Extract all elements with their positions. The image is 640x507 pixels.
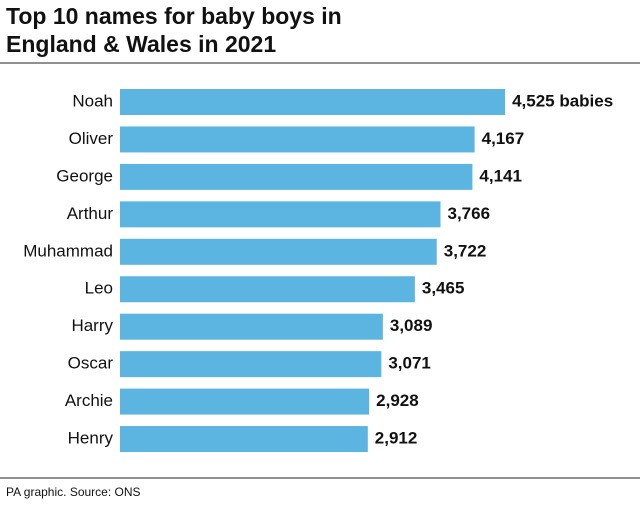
value-label: 4,525 babies bbox=[512, 91, 613, 110]
value-label: 2,912 bbox=[375, 429, 418, 448]
source-note: PA graphic. Source: ONS bbox=[6, 485, 141, 499]
bar bbox=[120, 201, 441, 228]
chart-title: Top 10 names for baby boys in bbox=[6, 3, 342, 29]
chart-title: England & Wales in 2021 bbox=[6, 31, 276, 57]
bar bbox=[120, 388, 370, 415]
bar bbox=[120, 276, 415, 303]
bar bbox=[120, 351, 382, 378]
value-label: 3,722 bbox=[444, 241, 487, 260]
bar bbox=[120, 313, 383, 340]
category-label: Leo bbox=[85, 279, 113, 298]
value-label: 3,465 bbox=[422, 279, 465, 298]
bar bbox=[120, 163, 473, 190]
category-label: Arthur bbox=[67, 204, 114, 223]
bar bbox=[120, 126, 475, 153]
category-label: Oscar bbox=[68, 354, 114, 373]
category-label: Muhammad bbox=[23, 241, 113, 260]
category-label: Archie bbox=[65, 391, 113, 410]
value-label: 4,167 bbox=[482, 129, 525, 148]
value-label: 4,141 bbox=[479, 166, 522, 185]
value-label: 3,089 bbox=[390, 316, 433, 335]
category-label: Oliver bbox=[69, 129, 114, 148]
value-label: 2,928 bbox=[376, 391, 419, 410]
category-label: Henry bbox=[68, 429, 114, 448]
value-label: 3,071 bbox=[388, 354, 431, 373]
bar bbox=[120, 238, 437, 265]
category-label: George bbox=[56, 166, 113, 185]
bar bbox=[120, 89, 506, 115]
value-label: 3,766 bbox=[447, 204, 490, 223]
bar bbox=[120, 426, 368, 453]
category-label: Harry bbox=[71, 316, 113, 335]
category-label: Noah bbox=[72, 91, 113, 110]
